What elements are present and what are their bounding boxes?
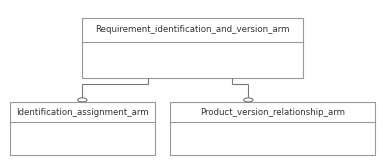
Text: Requirement_identification_and_version_arm: Requirement_identification_and_version_a…: [95, 25, 290, 34]
Bar: [170, 102, 375, 155]
Circle shape: [78, 98, 87, 102]
Text: Identification_assignment_arm: Identification_assignment_arm: [16, 108, 149, 117]
Text: Product_version_relationship_arm: Product_version_relationship_arm: [200, 108, 345, 117]
Circle shape: [244, 98, 253, 102]
Bar: [10, 102, 155, 155]
Bar: [82, 18, 303, 78]
